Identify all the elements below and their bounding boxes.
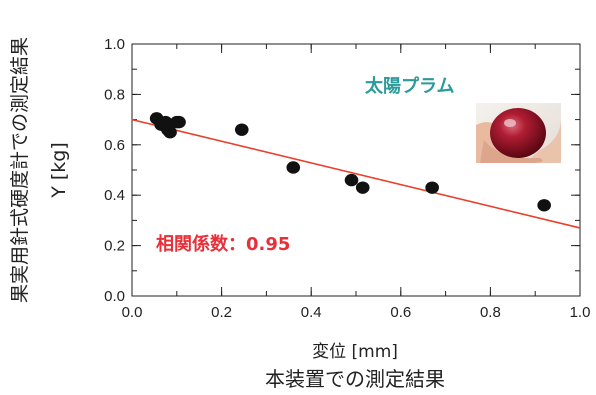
minor-ticks [131, 43, 581, 297]
y-tick-label: 0.6 [104, 137, 125, 154]
data-point [344, 173, 359, 187]
plum-photo [476, 103, 561, 163]
data-point [355, 181, 370, 194]
data-point [286, 161, 301, 174]
x-tick-label: 0.6 [390, 304, 411, 321]
y-axis-subtitle: 果実用針式硬度計での測定結果 [9, 37, 31, 303]
y-tick-label: 1.0 [104, 36, 125, 53]
plot-frame [131, 43, 581, 297]
y-tick-label: 0.4 [104, 187, 125, 204]
y-tick-label: 0.8 [104, 86, 125, 103]
data-point [163, 126, 177, 139]
data-point [234, 123, 249, 136]
x-tick-label: 0.2 [211, 304, 232, 321]
fruit-name-annotation: 太陽プラム [365, 75, 454, 97]
data-point [425, 181, 439, 194]
x-tick-label: 0.8 [480, 304, 501, 321]
x-tick-label: 0.0 [122, 304, 143, 321]
major-ticks [131, 43, 581, 297]
correlation-annotation: 相関係数：0.95 [156, 233, 290, 255]
x-tick-label: 0.4 [301, 304, 322, 321]
x-tick-label: 1.0 [570, 304, 591, 321]
regression-line [131, 118, 581, 229]
y-axis-label: Y [kg] [48, 142, 70, 199]
x-axis-subtitle: 本装置での測定結果 [265, 367, 445, 391]
data-point [172, 115, 186, 129]
data-point [537, 199, 551, 212]
data-points [149, 112, 551, 212]
y-tick-labels: 0.0 0.2 0.4 0.6 0.8 1.0 [104, 36, 125, 305]
fit-line-group [131, 118, 581, 229]
x-tick-labels: 0.0 0.2 0.4 0.6 0.8 1.0 [122, 304, 591, 321]
x-axis-label: 変位 [mm] [312, 342, 398, 362]
y-tick-label: 0.0 [104, 288, 125, 305]
y-tick-label: 0.2 [104, 238, 125, 255]
